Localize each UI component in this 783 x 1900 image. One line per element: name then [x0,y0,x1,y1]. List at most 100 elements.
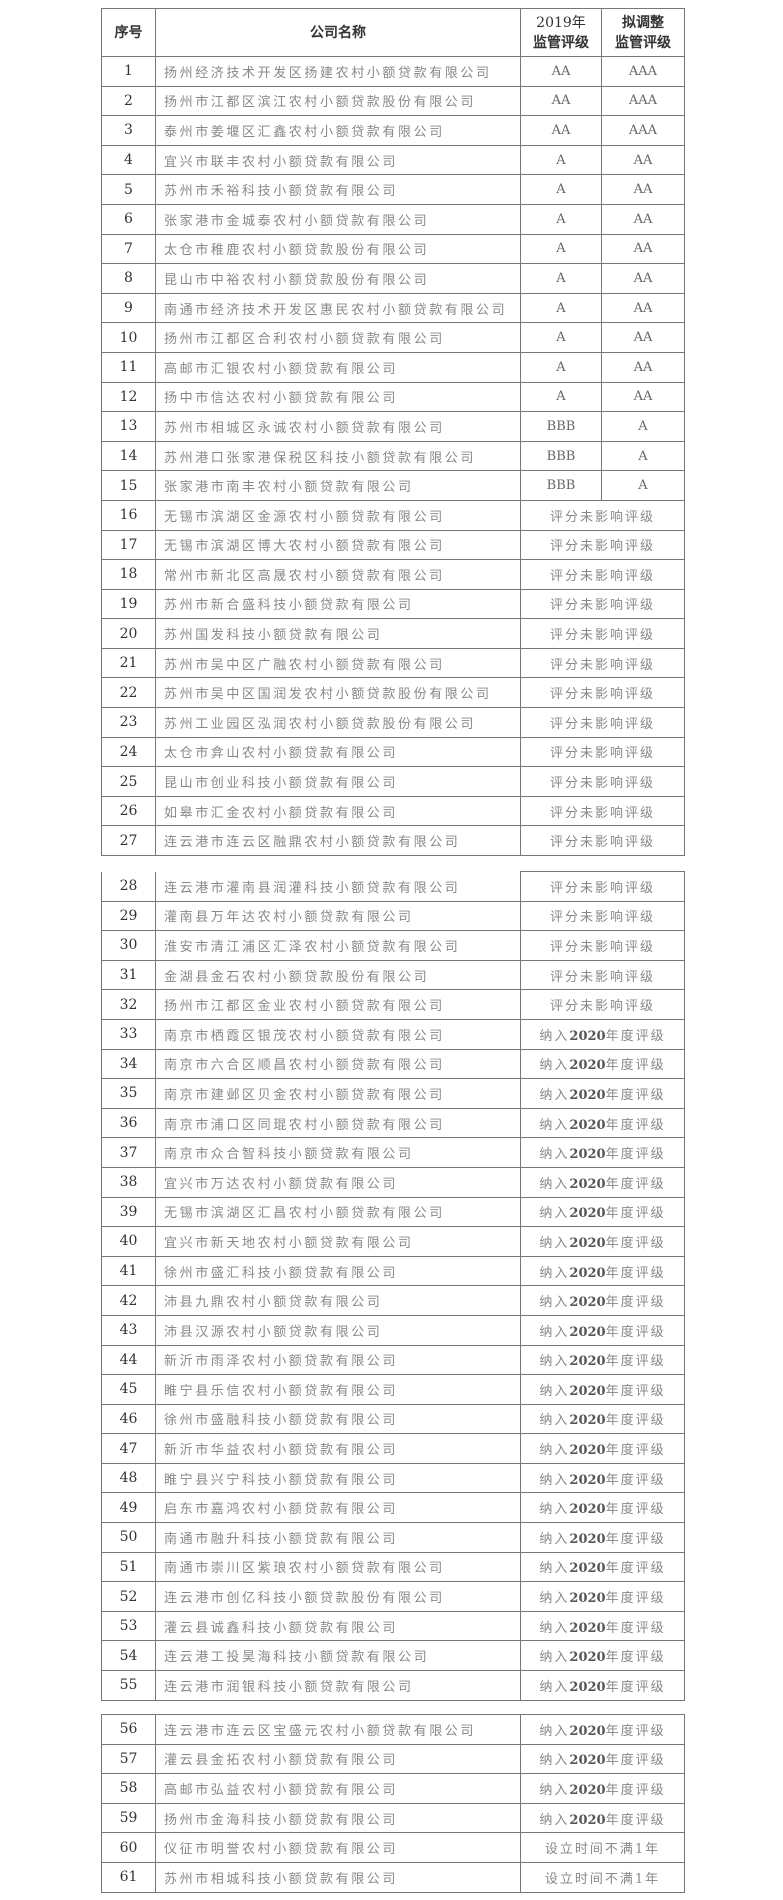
proposed-rating: AA [601,233,685,265]
proposed-rating: A [601,411,685,442]
company-name: 沛县汉源农村小额贷款有限公司 [155,1314,521,1346]
rating-note: 纳入2020年度评级 [519,1344,686,1376]
table-row: 48 睢宁县兴宁科技小额贷款有限公司 纳入2020年度评级 [101,1462,686,1494]
header-rating-2019-line2: 监管评级 [533,34,589,51]
company-name: 苏州港口张家港保税区科技小额贷款有限公司 [155,440,521,472]
table-row: 47 新沂市华益农村小额贷款有限公司 纳入2020年度评级 [101,1433,686,1464]
header-proposed-rating: 拟调整 监管评级 [601,8,685,57]
table-row: 36 南京市浦口区同琨农村小额贷款有限公司 纳入2020年度评级 [101,1107,686,1139]
proposed-rating: AAA [601,85,685,117]
table-row: 20 苏州国发科技小额贷款有限公司 评分未影响评级 [101,618,685,649]
rating-note: 评分未影响评级 [520,647,685,679]
company-name: 苏州国发科技小额贷款有限公司 [155,618,521,649]
table-row: 53 灌云县诚鑫科技小额贷款有限公司 纳入2020年度评级 [101,1610,686,1642]
company-name: 南京市浦口区同琨农村小额贷款有限公司 [155,1107,521,1139]
header-rating-2019-line1: 2019年 [536,14,586,31]
table-row: 28 连云港市灌南县润灌科技小额贷款有限公司 评分未影响评级 [101,871,686,902]
rating-note: 纳入2020年度评级 [519,1492,686,1524]
table-row: 32 扬州市江都区金业农村小额贷款有限公司 评分未影响评级 [101,989,686,1020]
rating-note: 纳入2020年度评级 [519,1433,686,1464]
row-number: 39 [101,1196,156,1228]
proposed-rating: AA [601,351,685,383]
company-name: 南京市六合区顺昌农村小额贷款有限公司 [155,1048,521,1080]
table-row: 46 徐州市盛融科技小额贷款有限公司 纳入2020年度评级 [101,1403,686,1435]
proposed-rating: A [601,470,685,501]
row-number: 3 [101,115,156,146]
row-number: 23 [101,707,156,738]
proposed-rating: AA [601,322,685,353]
company-name: 灌云县金拓农村小额贷款有限公司 [155,1743,521,1775]
company-name: 苏州市吴中区国润发农村小额贷款股份有限公司 [155,677,521,709]
rating-2019: A [520,233,602,265]
company-name: 徐州市盛融科技小额贷款有限公司 [155,1403,521,1435]
rating-note: 纳入2020年度评级 [519,1610,686,1642]
rating-2019: A [520,144,602,176]
table-row: 52 连云港市创亿科技小额贷款股份有限公司 纳入2020年度评级 [101,1581,686,1612]
rating-note: 纳入2020年度评级 [519,1166,686,1198]
company-name: 启东市嘉鸿农村小额贷款有限公司 [155,1492,521,1524]
rating-note: 纳入2020年度评级 [519,1137,686,1168]
proposed-rating: AAA [601,115,685,146]
rating-note: 纳入2020年度评级 [520,1802,685,1834]
table-row: 37 南京市众合智科技小额贷款有限公司 纳入2020年度评级 [101,1137,686,1168]
company-name: 新沂市华益农村小额贷款有限公司 [155,1433,521,1464]
table-row: 41 徐州市盛汇科技小额贷款有限公司 纳入2020年度评级 [101,1255,686,1287]
rating-note: 纳入2020年度评级 [519,1314,686,1346]
rating-note: 评分未影响评级 [519,871,686,902]
table-row: 14 苏州港口张家港保税区科技小额贷款有限公司 BBB A [101,440,685,472]
row-number: 13 [101,411,156,442]
company-name: 淮安市清江浦区汇泽农村小额贷款有限公司 [155,930,521,961]
company-name: 张家港市金城泰农村小额贷款有限公司 [155,203,521,235]
table-row: 11 高邮市汇银农村小额贷款有限公司 A AA [101,351,685,383]
row-number: 32 [101,989,156,1020]
row-number: 52 [101,1581,156,1612]
rating-2019: A [520,322,602,353]
rating-note: 评分未影响评级 [520,559,685,590]
company-name: 如皋市汇金农村小额贷款有限公司 [155,795,521,827]
rating-note: 纳入2020年度评级 [519,1226,686,1257]
table-row: 13 苏州市相城区永诚农村小额贷款有限公司 BBB A [101,411,685,442]
rating-table-part-1: 序号 公司名称 2019年 监管评级 拟调整 监管评级 1 扬州经济技术开发区扬建农村… [101,8,685,857]
row-number: 17 [101,529,156,561]
proposed-rating: AA [601,203,685,235]
header-proposed-line2: 监管评级 [615,34,671,51]
company-name: 太仓市弇山农村小额贷款有限公司 [155,736,521,768]
company-name: 苏州市吴中区广融农村小额贷款有限公司 [155,647,521,679]
rating-note: 纳入2020年度评级 [519,1255,686,1287]
rating-2019: AA [520,85,602,117]
proposed-rating: AA [601,263,685,294]
company-name: 扬州市江都区滨江农村小额贷款股份有限公司 [155,85,521,117]
row-number: 11 [101,351,156,383]
row-number: 4 [101,144,156,176]
rating-2019: AA [520,115,602,146]
rating-note: 评分未影响评级 [520,825,685,857]
rating-note: 纳入2020年度评级 [520,1743,685,1775]
table-row: 31 金湖县金石农村小额贷款股份有限公司 评分未影响评级 [101,959,686,991]
company-name: 无锡市滨湖区汇昌农村小额贷款有限公司 [155,1196,521,1228]
row-number: 31 [101,959,156,991]
rating-note: 设立时间不满1年 [520,1832,685,1863]
table-row: 8 昆山市中裕农村小额贷款股份有限公司 A AA [101,263,685,294]
company-name: 高邮市汇银农村小额贷款有限公司 [155,351,521,383]
row-number: 19 [101,588,156,620]
table-row: 24 太仓市弇山农村小额贷款有限公司 评分未影响评级 [101,736,685,768]
rating-note: 纳入2020年度评级 [519,1285,686,1316]
row-number: 5 [101,174,156,205]
rating-note: 评分未影响评级 [520,618,685,649]
company-name: 连云港市灌南县润灌科技小额贷款有限公司 [155,871,521,902]
row-number: 1 [101,56,156,87]
rating-2019: BBB [520,440,602,472]
rating-note: 纳入2020年度评级 [519,1107,686,1139]
proposed-rating: AA [601,174,685,205]
company-name: 南京市建邺区贝金农村小额贷款有限公司 [155,1078,521,1109]
company-name: 灌南县万年达农村小额贷款有限公司 [155,900,521,932]
rating-2019: A [520,263,602,294]
row-number: 8 [101,263,156,294]
company-name: 扬州市江都区金业农村小额贷款有限公司 [155,989,521,1020]
proposed-rating: AA [601,144,685,176]
company-name: 连云港市连云区融鼎农村小额贷款有限公司 [155,825,521,857]
rating-table-part-2: 28 连云港市灌南县润灌科技小额贷款有限公司 评分未影响评级 29 灌南县万年达农村小额… [101,871,686,1701]
row-number: 40 [101,1226,156,1257]
company-name: 昆山市中裕农村小额贷款股份有限公司 [155,263,521,294]
rating-note: 评分未影响评级 [520,588,685,620]
